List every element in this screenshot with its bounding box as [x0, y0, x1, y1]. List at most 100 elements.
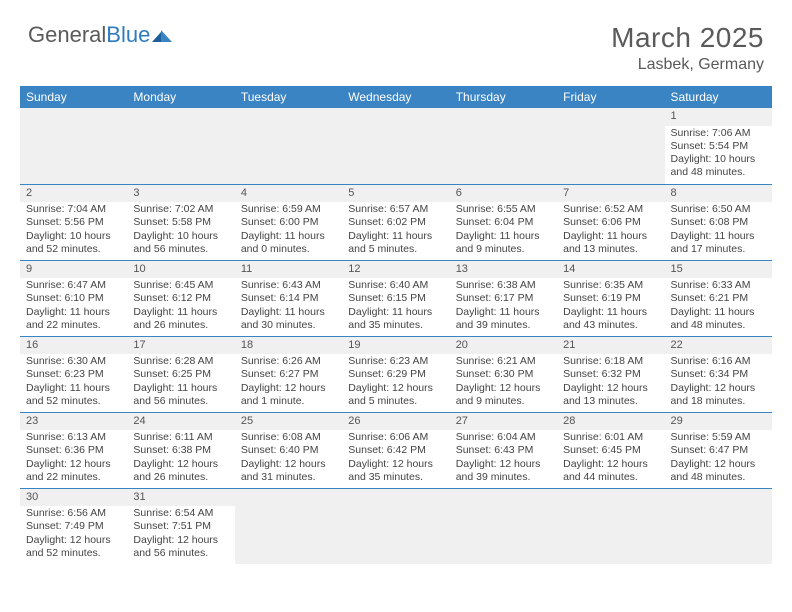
day-number: 11: [235, 261, 342, 279]
sunrise-text: Sunrise: 6:28 AM: [133, 355, 228, 368]
calendar-cell: 21Sunrise: 6:18 AMSunset: 6:32 PMDayligh…: [557, 336, 664, 412]
sunrise-text: Sunrise: 6:40 AM: [348, 279, 443, 292]
calendar-cell: 17Sunrise: 6:28 AMSunset: 6:25 PMDayligh…: [127, 336, 234, 412]
sunrise-text: Sunrise: 6:56 AM: [26, 507, 121, 520]
calendar-cell: 9Sunrise: 6:47 AMSunset: 6:10 PMDaylight…: [20, 260, 127, 336]
day-number: 17: [127, 337, 234, 355]
day-number: 8: [665, 185, 772, 203]
sunrise-text: Sunrise: 6:35 AM: [563, 279, 658, 292]
sunrise-text: Sunrise: 6:54 AM: [133, 507, 228, 520]
sunrise-text: Sunrise: 6:21 AM: [456, 355, 551, 368]
title-block: March 2025 Lasbek, Germany: [611, 22, 764, 74]
calendar-cell: 6Sunrise: 6:55 AMSunset: 6:04 PMDaylight…: [450, 184, 557, 260]
daylight-text: Daylight: 12 hours and 52 minutes.: [26, 534, 121, 560]
daylight-text: Daylight: 12 hours and 9 minutes.: [456, 382, 551, 408]
sunset-text: Sunset: 5:58 PM: [133, 216, 228, 229]
weekday-header: Friday: [557, 86, 664, 108]
day-body: Sunrise: 6:13 AMSunset: 6:36 PMDaylight:…: [20, 430, 127, 486]
day-body: Sunrise: 6:11 AMSunset: 6:38 PMDaylight:…: [127, 430, 234, 486]
calendar-cell: [557, 108, 664, 184]
sunset-text: Sunset: 6:19 PM: [563, 292, 658, 305]
day-body: Sunrise: 6:35 AMSunset: 6:19 PMDaylight:…: [557, 278, 664, 334]
daylight-text: Daylight: 11 hours and 17 minutes.: [671, 230, 766, 256]
daylight-text: Daylight: 12 hours and 39 minutes.: [456, 458, 551, 484]
calendar-cell: 4Sunrise: 6:59 AMSunset: 6:00 PMDaylight…: [235, 184, 342, 260]
day-number: 25: [235, 413, 342, 431]
sunset-text: Sunset: 7:49 PM: [26, 520, 121, 533]
calendar-cell: [127, 108, 234, 184]
sunset-text: Sunset: 6:15 PM: [348, 292, 443, 305]
sunrise-text: Sunrise: 6:11 AM: [133, 431, 228, 444]
day-body: Sunrise: 6:16 AMSunset: 6:34 PMDaylight:…: [665, 354, 772, 410]
sunset-text: Sunset: 6:36 PM: [26, 444, 121, 457]
daylight-text: Daylight: 11 hours and 22 minutes.: [26, 306, 121, 332]
day-number: 12: [342, 261, 449, 279]
sunset-text: Sunset: 6:21 PM: [671, 292, 766, 305]
daylight-text: Daylight: 12 hours and 1 minute.: [241, 382, 336, 408]
day-number: 6: [450, 185, 557, 203]
calendar-cell: [665, 488, 772, 564]
calendar-cell: 12Sunrise: 6:40 AMSunset: 6:15 PMDayligh…: [342, 260, 449, 336]
day-body: Sunrise: 6:57 AMSunset: 6:02 PMDaylight:…: [342, 202, 449, 258]
calendar-cell: 24Sunrise: 6:11 AMSunset: 6:38 PMDayligh…: [127, 412, 234, 488]
daylight-text: Daylight: 12 hours and 5 minutes.: [348, 382, 443, 408]
day-number: 19: [342, 337, 449, 355]
month-title: March 2025: [611, 22, 764, 54]
location: Lasbek, Germany: [611, 56, 764, 74]
logo-word1: General: [28, 22, 106, 48]
calendar-cell: [235, 488, 342, 564]
sunset-text: Sunset: 6:25 PM: [133, 368, 228, 381]
page-header: GeneralBlue March 2025 Lasbek, Germany: [0, 0, 792, 78]
calendar-body: 1Sunrise: 7:06 AMSunset: 5:54 PMDaylight…: [20, 108, 772, 564]
calendar-cell: 10Sunrise: 6:45 AMSunset: 6:12 PMDayligh…: [127, 260, 234, 336]
day-number: 31: [127, 489, 234, 507]
sunrise-text: Sunrise: 6:43 AM: [241, 279, 336, 292]
calendar-cell: 18Sunrise: 6:26 AMSunset: 6:27 PMDayligh…: [235, 336, 342, 412]
sunset-text: Sunset: 6:32 PM: [563, 368, 658, 381]
daylight-text: Daylight: 11 hours and 5 minutes.: [348, 230, 443, 256]
sunrise-text: Sunrise: 7:04 AM: [26, 203, 121, 216]
sunset-text: Sunset: 6:02 PM: [348, 216, 443, 229]
day-body: Sunrise: 6:01 AMSunset: 6:45 PMDaylight:…: [557, 430, 664, 486]
day-number: 4: [235, 185, 342, 203]
daylight-text: Daylight: 11 hours and 39 minutes.: [456, 306, 551, 332]
calendar-cell: 31Sunrise: 6:54 AMSunset: 7:51 PMDayligh…: [127, 488, 234, 564]
calendar-cell: 27Sunrise: 6:04 AMSunset: 6:43 PMDayligh…: [450, 412, 557, 488]
daylight-text: Daylight: 11 hours and 30 minutes.: [241, 306, 336, 332]
calendar-cell: 13Sunrise: 6:38 AMSunset: 6:17 PMDayligh…: [450, 260, 557, 336]
calendar-cell: 11Sunrise: 6:43 AMSunset: 6:14 PMDayligh…: [235, 260, 342, 336]
daylight-text: Daylight: 12 hours and 35 minutes.: [348, 458, 443, 484]
calendar-row: 9Sunrise: 6:47 AMSunset: 6:10 PMDaylight…: [20, 260, 772, 336]
sunrise-text: Sunrise: 6:52 AM: [563, 203, 658, 216]
day-number: 18: [235, 337, 342, 355]
daylight-text: Daylight: 12 hours and 18 minutes.: [671, 382, 766, 408]
day-body: Sunrise: 6:45 AMSunset: 6:12 PMDaylight:…: [127, 278, 234, 334]
day-number: 29: [665, 413, 772, 431]
day-body: Sunrise: 6:33 AMSunset: 6:21 PMDaylight:…: [665, 278, 772, 334]
sunset-text: Sunset: 6:47 PM: [671, 444, 766, 457]
sunrise-text: Sunrise: 6:26 AM: [241, 355, 336, 368]
daylight-text: Daylight: 10 hours and 56 minutes.: [133, 230, 228, 256]
sunset-text: Sunset: 6:43 PM: [456, 444, 551, 457]
sunrise-text: Sunrise: 7:02 AM: [133, 203, 228, 216]
day-body: Sunrise: 6:40 AMSunset: 6:15 PMDaylight:…: [342, 278, 449, 334]
day-number: 27: [450, 413, 557, 431]
day-number: 10: [127, 261, 234, 279]
day-number: 20: [450, 337, 557, 355]
day-number: 16: [20, 337, 127, 355]
daylight-text: Daylight: 11 hours and 13 minutes.: [563, 230, 658, 256]
sunrise-text: Sunrise: 6:06 AM: [348, 431, 443, 444]
sunrise-text: Sunrise: 6:55 AM: [456, 203, 551, 216]
daylight-text: Daylight: 12 hours and 31 minutes.: [241, 458, 336, 484]
sunset-text: Sunset: 6:08 PM: [671, 216, 766, 229]
daylight-text: Daylight: 12 hours and 56 minutes.: [133, 534, 228, 560]
day-body: Sunrise: 6:23 AMSunset: 6:29 PMDaylight:…: [342, 354, 449, 410]
day-body: Sunrise: 6:54 AMSunset: 7:51 PMDaylight:…: [127, 506, 234, 562]
day-number: 28: [557, 413, 664, 431]
day-number: 3: [127, 185, 234, 203]
day-number: 5: [342, 185, 449, 203]
sunset-text: Sunset: 7:51 PM: [133, 520, 228, 533]
sunset-text: Sunset: 6:12 PM: [133, 292, 228, 305]
day-body: Sunrise: 6:50 AMSunset: 6:08 PMDaylight:…: [665, 202, 772, 258]
daylight-text: Daylight: 12 hours and 22 minutes.: [26, 458, 121, 484]
